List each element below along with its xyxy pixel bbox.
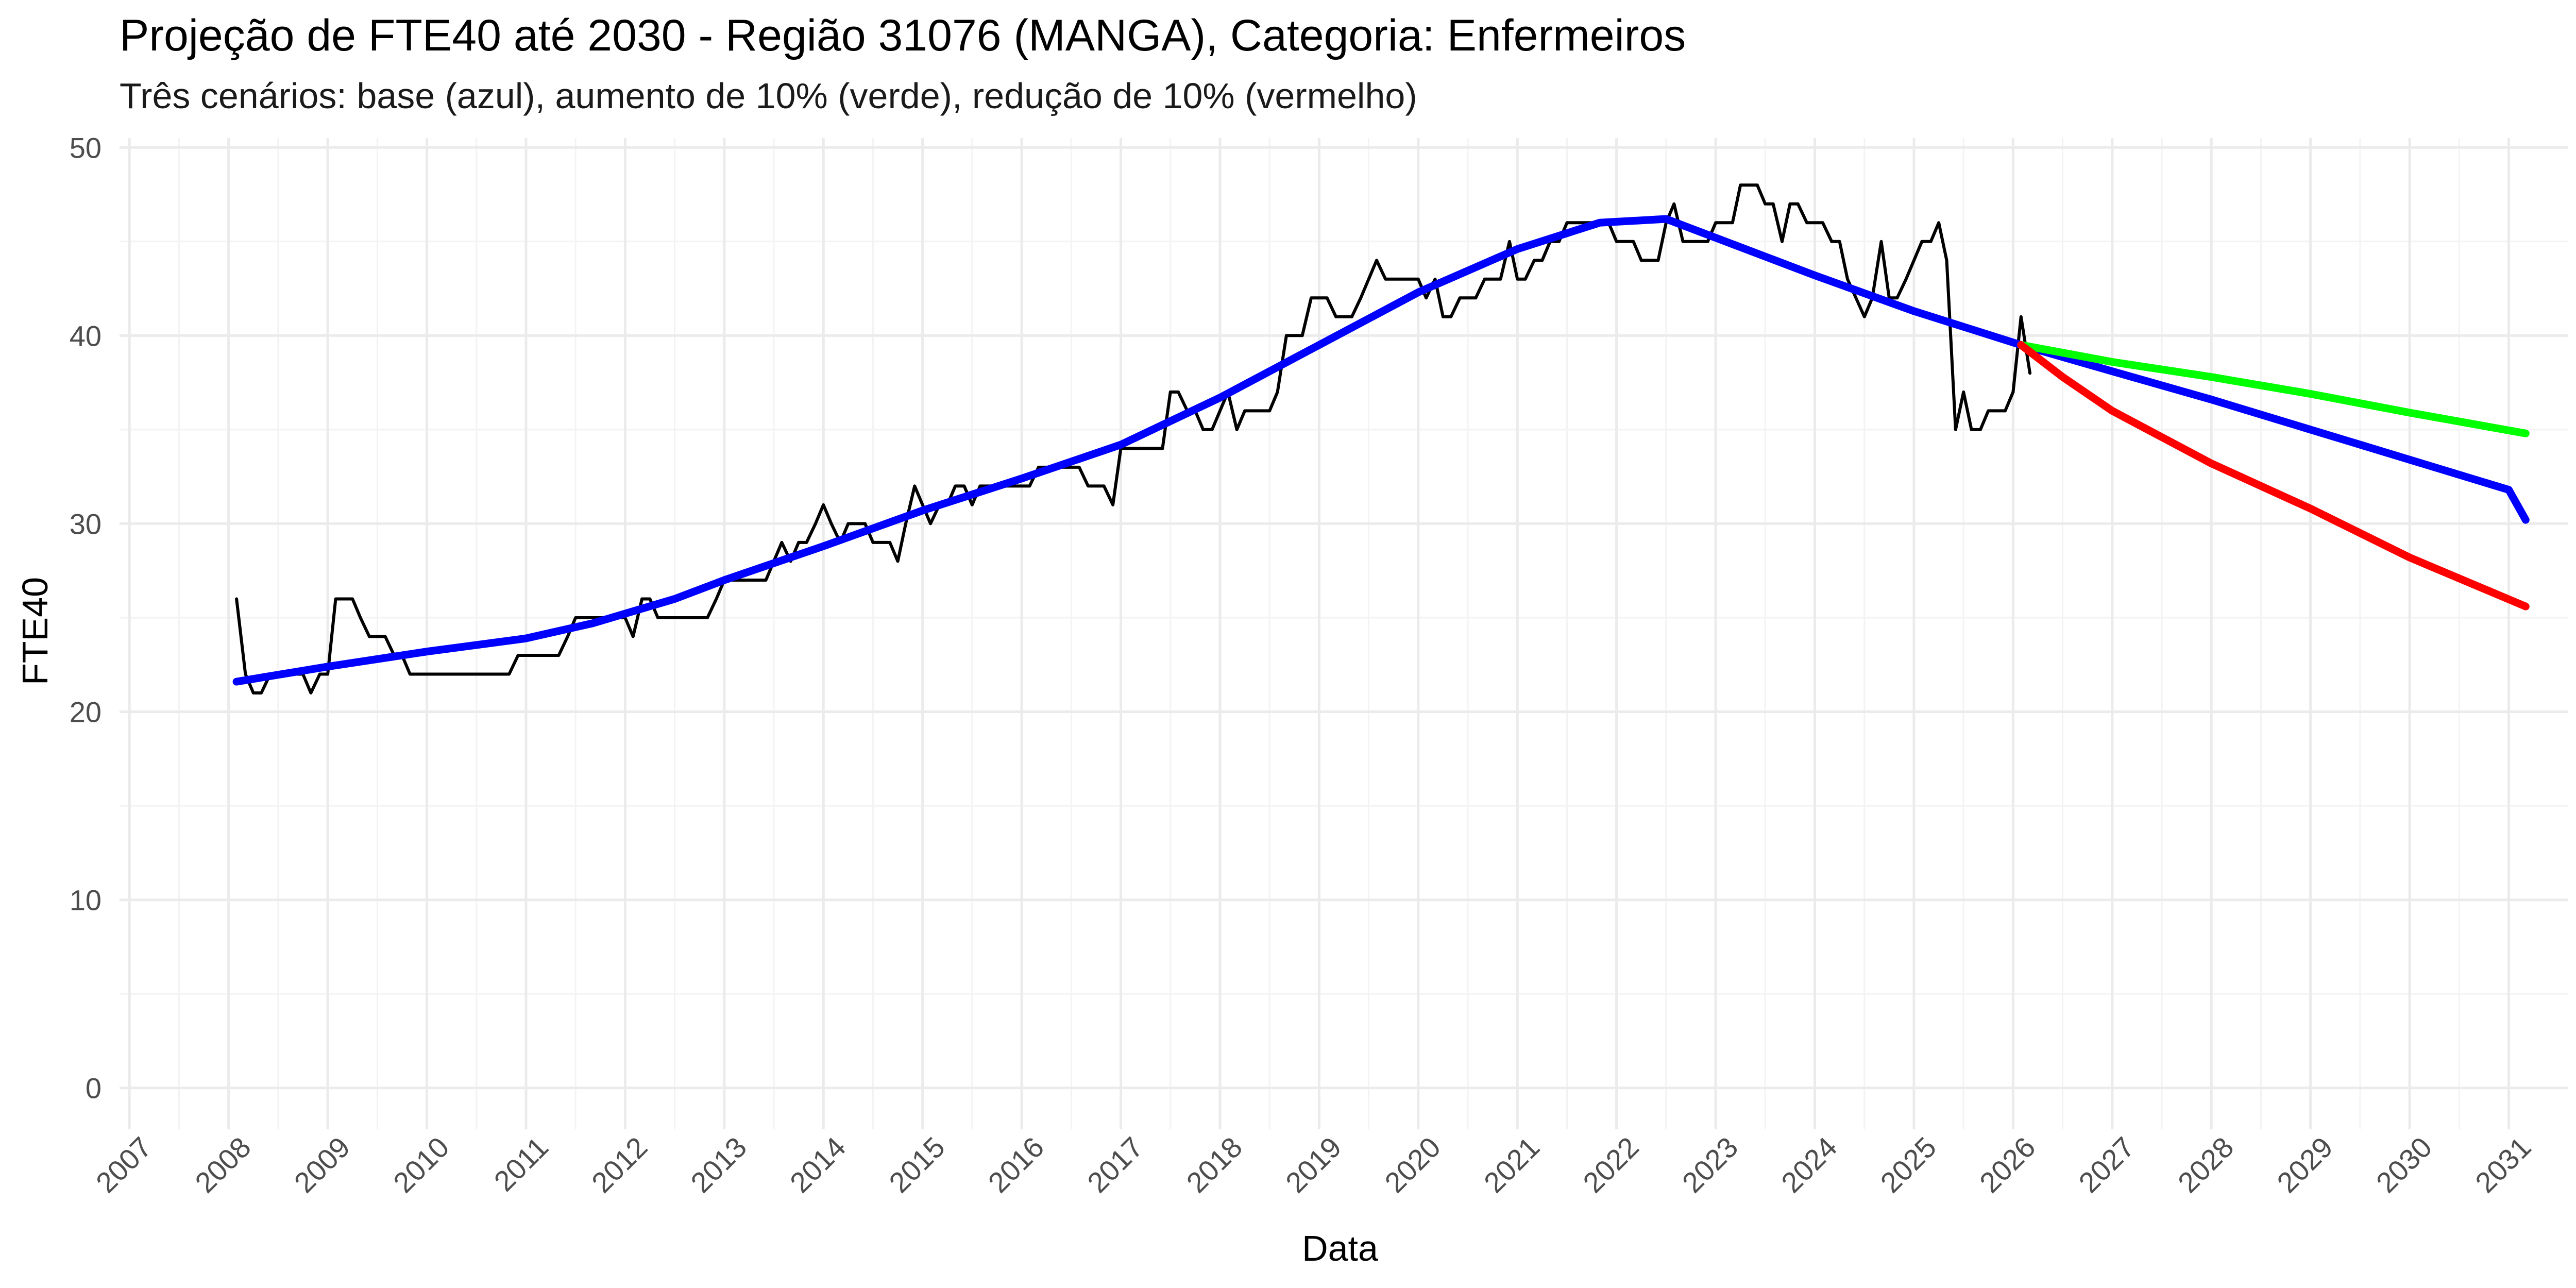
x-tick-label: 2025	[1874, 1130, 1942, 1199]
x-tick-label: 2026	[1973, 1130, 2042, 1199]
x-tick-label: 2023	[1676, 1130, 1744, 1199]
x-tick-label: 2027	[2072, 1130, 2141, 1199]
x-tick-label: 2024	[1775, 1130, 1843, 1199]
series-decrease-line	[2017, 341, 2530, 611]
x-tick-label: 2017	[1081, 1130, 1149, 1199]
x-tick-label: 2011	[487, 1130, 554, 1197]
x-tick-label: 2008	[189, 1130, 257, 1199]
x-tick-label: 2030	[2370, 1130, 2438, 1199]
chart-title: Projeção de FTE40 até 2030 - Região 3107…	[120, 11, 1686, 60]
y-axis-title: FTE40	[15, 577, 55, 685]
y-tick-label: 40	[70, 319, 101, 352]
x-tick-label: 2022	[1577, 1130, 1645, 1199]
y-tick-labels: 0 10 20 30 40 50	[70, 131, 101, 1104]
x-tick-label: 2007	[90, 1130, 158, 1199]
x-tick-label: 2015	[883, 1130, 951, 1199]
series-layer	[232, 183, 2530, 694]
x-tick-label: 2028	[2172, 1130, 2240, 1199]
x-tick-label: 2014	[784, 1130, 852, 1199]
x-tick-label: 2018	[1180, 1130, 1248, 1199]
x-tick-label: 2016	[982, 1130, 1050, 1199]
x-tick-label: 2012	[585, 1130, 654, 1199]
series-base-line	[232, 215, 2530, 686]
y-tick-label: 20	[70, 696, 101, 728]
x-tick-label: 2020	[1378, 1130, 1447, 1199]
x-tick-label: 2013	[684, 1130, 753, 1199]
chart-subtitle: Três cenários: base (azul), aumento de 1…	[120, 76, 1417, 116]
y-tick-label: 0	[86, 1072, 101, 1105]
series-increase-line	[2017, 341, 2530, 437]
x-tick-label: 2019	[1279, 1130, 1348, 1199]
x-tick-label: 2009	[288, 1130, 357, 1199]
x-tick-label: 2029	[2270, 1130, 2339, 1199]
y-tick-label: 50	[70, 131, 101, 164]
x-tick-label: 2010	[387, 1130, 455, 1199]
x-tick-label: 2031	[2469, 1130, 2537, 1199]
y-tick-label: 30	[70, 507, 101, 540]
y-tick-label: 10	[70, 884, 101, 917]
x-tick-label: 2021	[1478, 1130, 1546, 1199]
x-tick-labels: 2007 2008 2009 2010 2011 2012 2013 2014 2015 2016…	[90, 1130, 2537, 1199]
x-axis-title: Data	[1302, 1228, 1378, 1268]
grid-layer	[120, 138, 2568, 1129]
